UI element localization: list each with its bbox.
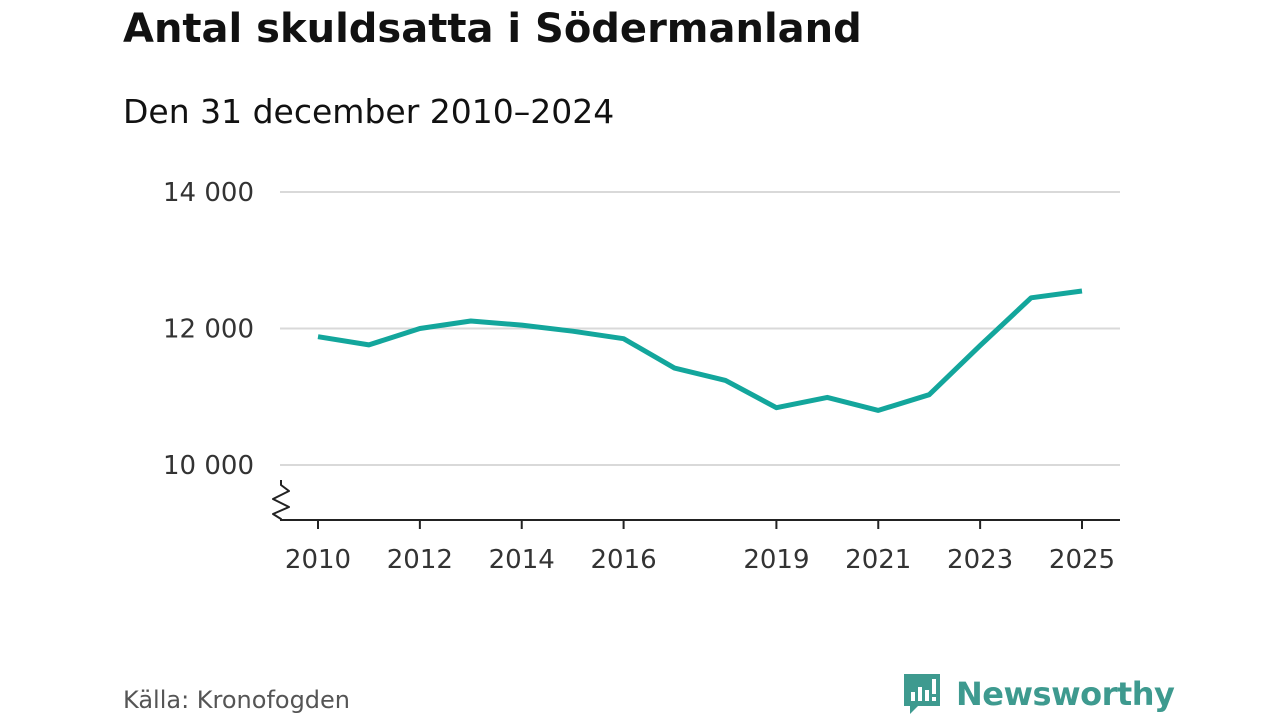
x-tick-label: 2019 xyxy=(743,545,809,575)
tick-labels: 10 000 12 000 14 000 2010 2012 2014 2016 2019 20… xyxy=(163,178,1115,575)
line-chart: 10 000 12 000 14 000 2010 2012 2014 2016 2019 20… xyxy=(163,178,1120,575)
y-tick-label: 12 000 xyxy=(163,315,254,345)
x-tick-label: 2023 xyxy=(947,545,1013,575)
source-note: Källa: Kronofogden xyxy=(123,686,351,714)
x-tick-label: 2021 xyxy=(845,545,911,575)
chart-subtitle: Den 31 december 2010–2024 xyxy=(123,92,615,131)
chart-title: Antal skuldsatta i Södermanland xyxy=(123,6,862,52)
brand-logo: Newsworthy xyxy=(902,670,1175,718)
x-tick-label: 2025 xyxy=(1049,545,1115,575)
x-tick-label: 2016 xyxy=(591,545,657,575)
x-tick-label: 2010 xyxy=(285,545,351,575)
y-tick-label: 14 000 xyxy=(163,178,254,208)
series xyxy=(317,288,1083,413)
brand-name: Newsworthy xyxy=(956,675,1175,713)
gridlines xyxy=(280,191,1120,466)
y-tick-label: 10 000 xyxy=(163,451,254,481)
bar-chart-icon xyxy=(904,674,940,714)
axes xyxy=(272,480,1120,529)
series-line xyxy=(317,288,1083,413)
axis-break-icon xyxy=(272,480,290,521)
x-tick-label: 2014 xyxy=(489,545,555,575)
x-tick-label: 2012 xyxy=(387,545,453,575)
